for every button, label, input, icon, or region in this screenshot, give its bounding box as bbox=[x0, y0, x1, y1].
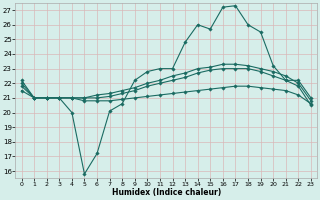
X-axis label: Humidex (Indice chaleur): Humidex (Indice chaleur) bbox=[112, 188, 221, 197]
